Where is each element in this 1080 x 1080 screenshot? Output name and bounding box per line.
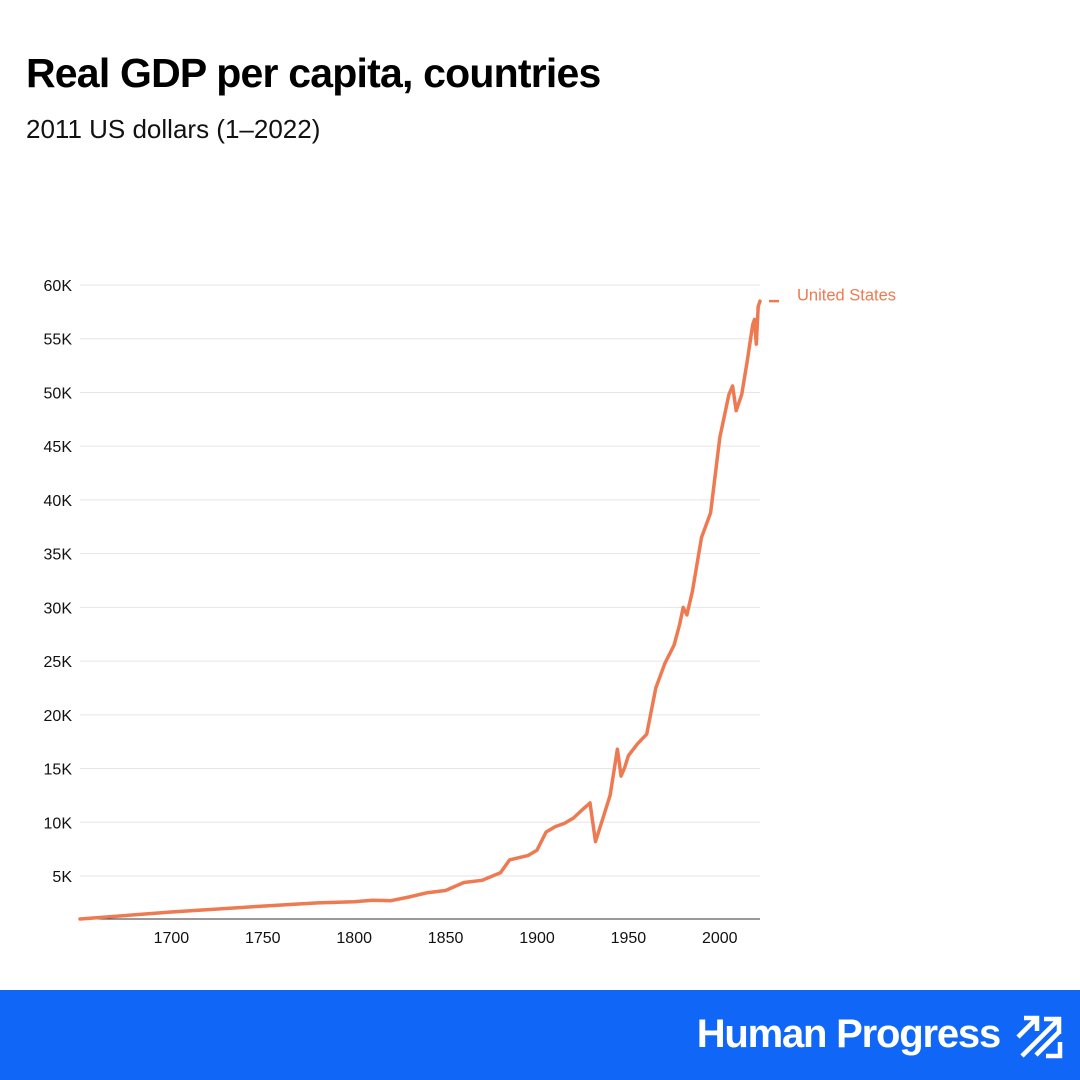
gridlines xyxy=(80,284,760,877)
series-lines xyxy=(78,299,762,921)
legend[interactable]: United States xyxy=(769,287,896,305)
y-tick-label: 40K xyxy=(44,493,73,510)
x-tick-label: 1800 xyxy=(336,930,372,947)
y-tick-label: 60K xyxy=(44,278,73,295)
y-tick-label: 55K xyxy=(44,332,73,349)
y-tick-label: 5K xyxy=(52,869,72,886)
legend-label[interactable]: United States xyxy=(797,287,896,305)
chart-subtitle: 2011 US dollars (1–2022) xyxy=(26,114,321,144)
brand-name[interactable]: Human Progress xyxy=(696,1012,1002,1056)
y-tick-label: 50K xyxy=(44,385,73,402)
y-tick-label: 30K xyxy=(44,600,73,617)
y-tick-label: 45K xyxy=(44,439,73,456)
x-tick-label: 2000 xyxy=(702,930,738,947)
x-tick-label: 1950 xyxy=(611,930,647,947)
y-tick-label: 10K xyxy=(44,815,73,832)
x-tick-label: 1850 xyxy=(428,930,464,947)
gdp-line-chart: 5K 10K 15K 20K 25K 30K 35K 40K 45K 50K 55K 60K 1700… xyxy=(44,278,897,947)
y-tick-label: 15K xyxy=(44,762,73,779)
x-tick-label: 1750 xyxy=(245,930,281,947)
x-tick-label: 1900 xyxy=(519,930,555,947)
footer-banner: Human Progress xyxy=(0,990,1080,1080)
trending-arrows-icon[interactable] xyxy=(1014,1010,1064,1060)
series-line-united-states[interactable] xyxy=(78,299,762,921)
y-tick-label: 20K xyxy=(44,708,73,725)
y-tick-label: 35K xyxy=(44,547,73,564)
y-axis-ticks: 5K 10K 15K 20K 25K 30K 35K 40K 45K 50K 55K 60K xyxy=(44,278,73,886)
chart-title: Real GDP per capita, countries xyxy=(26,50,601,96)
x-tick-label: 1700 xyxy=(154,930,190,947)
x-axis-ticks: 1700 1750 1800 1850 1900 1950 2000 xyxy=(154,930,738,947)
y-tick-label: 25K xyxy=(44,654,73,671)
